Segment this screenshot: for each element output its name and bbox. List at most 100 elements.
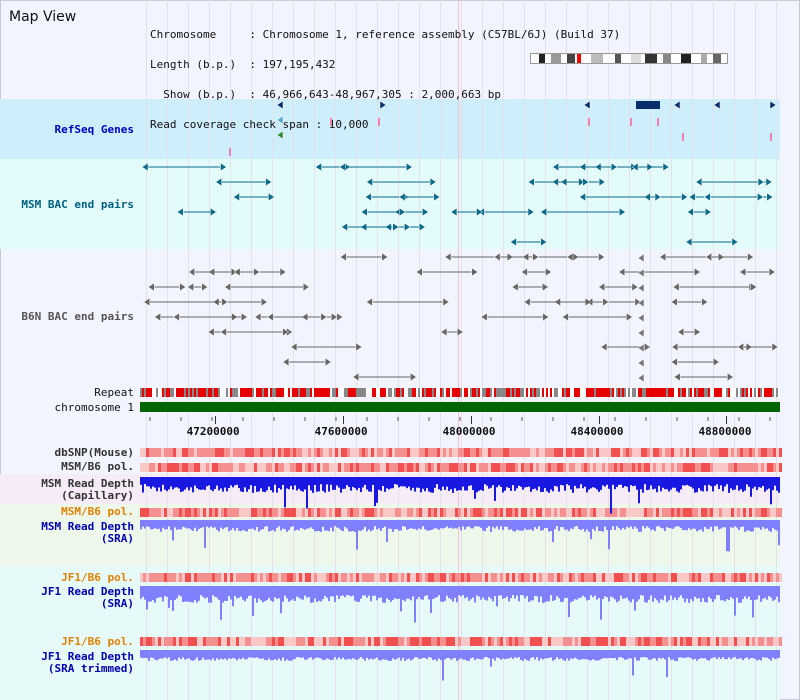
jf1-b6-pol-cell: [230, 573, 233, 582]
msm-b6-pol-cell: [272, 463, 275, 472]
b6n-bac-pair-arrow: [279, 267, 287, 277]
b6n-bac-pair-arrow: [694, 327, 701, 337]
msm-sra-depth-bar: [706, 520, 708, 529]
gridline: [230, 0, 231, 700]
msm-b6-pol-cell: [464, 463, 467, 472]
jf1-b6-pol-cell: [452, 573, 455, 582]
label-msm-b6-pol-1[interactable]: MSM/B6 pol.: [61, 460, 134, 473]
repeat-segment: [288, 388, 290, 397]
b6n-bac-pair-arrow: [207, 327, 215, 337]
jf1-b6-pol-cell: [614, 573, 617, 582]
label-refseq-genes[interactable]: RefSeq Genes: [54, 123, 134, 136]
msm-b6-pol-cell: [692, 463, 695, 472]
jf1-sra-depth-bar: [692, 586, 694, 602]
msm-b6-pol-cell: [245, 508, 248, 517]
repeat-segment: [398, 388, 400, 397]
jf1-b6-pol-cell: [680, 573, 683, 582]
repeat-segment: [188, 388, 190, 397]
jf1-trimmed-depth-bar: [728, 650, 730, 658]
jf1-b6-pol-cell: [356, 637, 359, 646]
msm-b6-pol-cell: [548, 508, 551, 517]
jf1-b6-pol-cell: [293, 573, 296, 582]
jf1-trimmed-depth-bar: [236, 650, 238, 661]
jf1-sra-depth-bar: [680, 586, 682, 596]
jf1-b6-pol-cell: [428, 637, 431, 646]
msm-sra-depth-bar: [350, 520, 352, 532]
repeat-segment: [374, 388, 376, 397]
msm-capillary-depth-bar: [734, 477, 736, 490]
jf1-trimmed-depth-bar: [352, 650, 354, 659]
jf1-b6-pol-cell: [563, 637, 566, 646]
repeat-segment: [266, 388, 268, 397]
msm-capillary-depth-bar: [656, 477, 658, 493]
repeat-segment: [172, 388, 174, 397]
msm-b6-pol-cell: [737, 508, 740, 517]
label-msm-bac[interactable]: MSM BAC end pairs: [21, 198, 134, 211]
msm-b6-pol-cell: [485, 463, 488, 472]
label-jf1-depth-sra[interactable]: JF1 Read Depth (SRA): [41, 585, 134, 610]
label-jf1-b6-pol-1[interactable]: JF1/B6 pol.: [61, 571, 134, 584]
msm-capillary-depth-bar: [182, 477, 184, 492]
msm-bac-pair-arrow: [360, 207, 368, 217]
msm-capillary-depth-bar: [294, 477, 296, 486]
jf1-b6-pol-cell: [335, 573, 338, 582]
label-msm-b6-pol-2[interactable]: MSM/B6 pol.: [61, 505, 134, 518]
label-msm-depth-sra[interactable]: MSM Read Depth (SRA): [41, 520, 134, 545]
jf1-trimmed-depth-bar: [326, 650, 328, 659]
jf1-sra-depth-bar: [322, 586, 324, 600]
jf1-b6-pol-cell: [371, 573, 374, 582]
msm-sra-depth-bar: [348, 520, 350, 532]
msm-b6-pol-cell: [506, 463, 509, 472]
repeat-segment: [238, 388, 240, 397]
dbsnp-cell: [164, 448, 167, 457]
msm-b6-pol-cell: [188, 508, 191, 517]
msm-b6-pol-cell: [620, 508, 623, 517]
msm-sra-depth-bar: [252, 520, 254, 529]
b6n-bac-pair-arrow: [254, 312, 262, 322]
dbsnp-cell: [251, 448, 254, 457]
msm-sra-depth-bar: [202, 520, 204, 528]
repeat-segment: [154, 388, 156, 397]
msm-capillary-depth-bar: [552, 477, 554, 492]
jf1-sra-depth-bar: [568, 586, 570, 618]
jf1-sra-depth-bar: [304, 586, 306, 596]
dbsnp-cell: [365, 448, 368, 457]
label-b6n-bac[interactable]: B6N BAC end pairs: [21, 310, 134, 323]
msm-b6-pol-cell: [425, 508, 428, 517]
msm-b6-pol-cell: [542, 508, 545, 517]
msm-sra-depth-bar: [518, 520, 520, 531]
msm-b6-pol-cell: [701, 463, 704, 472]
msm-sra-depth-bar: [668, 520, 670, 529]
jf1-trimmed-depth-bar: [626, 650, 628, 660]
jf1-sra-depth-bar: [580, 586, 582, 598]
label-jf1-b6-pol-2[interactable]: JF1/B6 pol.: [61, 635, 134, 648]
msm-b6-pol-cell: [662, 463, 665, 472]
msm-capillary-depth-bar: [504, 477, 506, 491]
repeat-segment: [148, 388, 150, 397]
msm-capillary-depth-bar: [220, 477, 222, 489]
jf1-trimmed-depth-bar: [158, 650, 160, 660]
jf1-b6-pol-cell: [248, 637, 251, 646]
repeat-segment: [566, 388, 568, 397]
msm-sra-depth-bar: [162, 520, 164, 528]
chromosome-ideogram[interactable]: [530, 53, 728, 64]
jf1-trimmed-depth-bar: [468, 650, 470, 661]
jf1-sra-depth-bar: [452, 586, 454, 602]
jf1-sra-depth-bar: [752, 586, 754, 618]
msm-b6-pol-cell: [710, 463, 713, 472]
label-msm-depth-capillary[interactable]: MSM Read Depth (Capillary): [41, 477, 134, 502]
jf1-b6-pol-cell: [566, 573, 569, 582]
jf1-sra-depth-bar: [166, 586, 168, 597]
label-dbsnp[interactable]: dbSNP(Mouse): [54, 446, 134, 459]
msm-sra-depth-bar: [720, 520, 722, 529]
jf1-b6-pol-cell: [743, 573, 746, 582]
label-jf1-depth-trimmed[interactable]: JF1 Read Depth (SRA trimmed): [41, 650, 134, 675]
msm-sra-depth-bar: [500, 520, 502, 527]
jf1-b6-pol-cell: [143, 573, 146, 582]
jf1-sra-depth-bar: [502, 586, 504, 599]
msm-sra-depth-bar: [272, 520, 274, 531]
jf1-b6-pol-cell: [314, 573, 317, 582]
msm-b6-pol-cell: [488, 508, 491, 517]
jf1-sra-depth-bar: [704, 586, 706, 603]
